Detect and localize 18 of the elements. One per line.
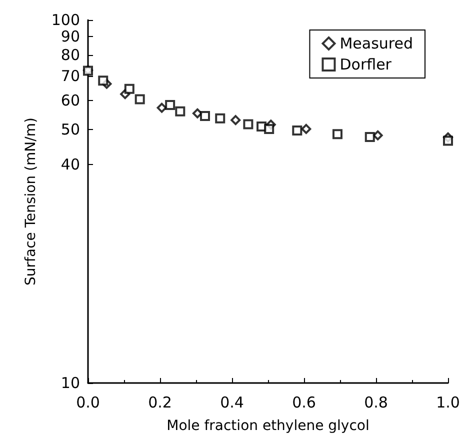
x-tick-label: 1.0 bbox=[436, 394, 460, 412]
x-tick-label: 0.4 bbox=[220, 394, 244, 412]
y-tick-label: 70 bbox=[60, 67, 80, 86]
y-tick-label: 10 bbox=[60, 374, 80, 392]
y-tick-label: 80 bbox=[60, 46, 80, 64]
y-tick-label: 100 bbox=[51, 11, 80, 29]
x-tick-label: 0.8 bbox=[364, 394, 388, 412]
x-axis-title: Mole fraction ethylene glycol bbox=[166, 418, 370, 434]
x-tick-label: 0.2 bbox=[148, 394, 172, 412]
legend-label: Dorfler bbox=[340, 56, 392, 74]
y-axis-title: Surface Tension (mN/m) bbox=[23, 118, 39, 286]
y-tick-label: 50 bbox=[60, 120, 80, 138]
y-tick-label: 60 bbox=[60, 92, 80, 110]
legend-label: Measured bbox=[340, 34, 414, 52]
x-tick-label: 0.6 bbox=[292, 394, 316, 412]
y-tick-label: 90 bbox=[60, 28, 80, 46]
y-tick-label: 40 bbox=[60, 155, 80, 174]
x-tick-label: 0.0 bbox=[76, 394, 100, 412]
